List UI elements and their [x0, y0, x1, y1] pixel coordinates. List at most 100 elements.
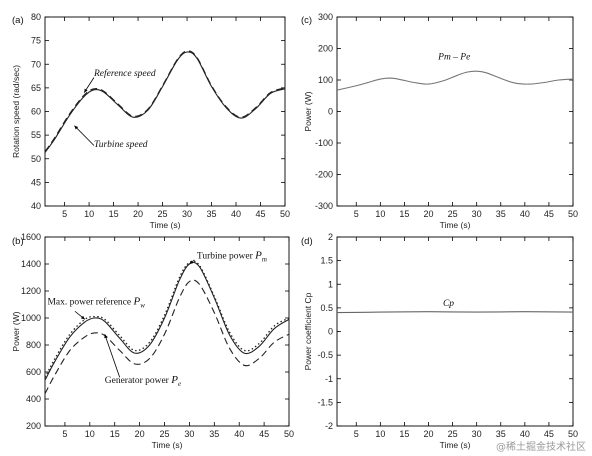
y-tick-label: 800 — [26, 340, 41, 350]
x-tick-label: 30 — [472, 429, 482, 439]
y-tick-label: -1 — [325, 374, 333, 384]
panel-a: (a) 5 10 15 20 25 30 35 40 45 50 40 45 50 55 60 65 70 75 80… — [11, 12, 290, 230]
plot-frame — [336, 16, 574, 207]
annotation-arrowhead — [104, 334, 108, 339]
annotation-0: Pm – Pe — [437, 53, 470, 63]
series-line-0 — [336, 70, 574, 91]
plot-frame — [44, 236, 290, 427]
series-line-2 — [44, 279, 290, 394]
y-tick-label: -200 — [315, 170, 333, 180]
x-tick-label: 40 — [234, 429, 244, 439]
annotation-arrow — [104, 334, 121, 378]
panel-label: (b) — [12, 236, 24, 247]
series-line-1 — [44, 51, 286, 153]
y-tick-label: -100 — [315, 138, 333, 148]
x-tick-label: 45 — [256, 209, 266, 219]
x-tick-label: 30 — [182, 209, 192, 219]
y-tick-label: 400 — [26, 394, 41, 404]
x-tick-label: 5 — [354, 209, 359, 219]
x-tick-label: 50 — [280, 209, 290, 219]
y-tick-label: 1000 — [21, 313, 41, 323]
y-tick-label: 0 — [328, 327, 333, 337]
y-tick-label: 0.5 — [320, 303, 333, 313]
y-tick-label: 1600 — [21, 232, 41, 242]
x-tick-label: 15 — [399, 429, 409, 439]
annotation-arrowhead — [80, 315, 85, 320]
x-tick-label: 15 — [109, 209, 119, 219]
x-tick-label: 20 — [424, 209, 434, 219]
x-tick-label: 25 — [158, 209, 168, 219]
x-tick-label: 25 — [160, 429, 170, 439]
x-tick-label: 10 — [375, 429, 385, 439]
panel-label: (a) — [12, 15, 24, 26]
x-tick-label: 35 — [496, 209, 506, 219]
x-axis-label: Time (s) — [150, 220, 181, 230]
y-tick-label: 1200 — [21, 286, 41, 296]
y-tick-label: 60 — [31, 107, 41, 117]
plot-frame — [44, 16, 286, 207]
annotation-1: Max. power reference Pw — [47, 296, 145, 310]
y-tick-label: 45 — [31, 177, 41, 187]
y-tick-label: 75 — [31, 36, 41, 46]
y-axis-label: Power (W) — [303, 91, 313, 131]
x-tick-label: 20 — [424, 429, 434, 439]
y-axis-label: Power coefficient Cp — [303, 292, 313, 370]
x-tick-label: 15 — [110, 429, 120, 439]
x-tick-label: 15 — [399, 209, 409, 219]
series-line-0 — [44, 261, 290, 381]
y-tick-label: 200 — [26, 421, 41, 431]
annotation-0: Turbine power Pm — [197, 250, 267, 264]
y-tick-label: 50 — [31, 154, 41, 164]
y-tick-label: -0.5 — [317, 350, 333, 360]
x-tick-label: 5 — [62, 209, 67, 219]
annotation-0: Reference speed — [93, 68, 156, 79]
annotation-0: Cp — [443, 299, 454, 309]
x-tick-label: 10 — [84, 209, 94, 219]
x-tick-label: 45 — [259, 429, 269, 439]
x-tick-label: 20 — [133, 209, 143, 219]
x-tick-label: 5 — [354, 429, 359, 439]
annotation-arrowhead — [74, 125, 79, 130]
annotation-arrowhead — [84, 88, 88, 93]
y-tick-label: -1.5 — [317, 397, 333, 407]
y-tick-label: 40 — [31, 201, 41, 211]
series-line-0 — [336, 311, 574, 314]
panel-label: (c) — [301, 15, 312, 26]
x-tick-label: 30 — [472, 209, 482, 219]
x-tick-label: 35 — [207, 209, 217, 219]
x-axis-label: Time (s) — [440, 220, 471, 230]
x-tick-label: 45 — [544, 429, 554, 439]
y-tick-label: 70 — [31, 59, 41, 69]
x-tick-label: 10 — [85, 429, 95, 439]
x-tick-label: 40 — [520, 209, 530, 219]
y-tick-label: 200 — [318, 44, 333, 54]
x-tick-label: 50 — [568, 429, 578, 439]
y-tick-label: -2 — [325, 421, 333, 431]
x-axis-label: Time (s) — [152, 440, 183, 450]
y-tick-label: 300 — [318, 12, 333, 22]
x-tick-label: 5 — [62, 429, 67, 439]
y-tick-label: 600 — [26, 367, 41, 377]
x-tick-label: 25 — [448, 209, 458, 219]
y-tick-label: 80 — [31, 12, 41, 22]
y-tick-label: 2 — [328, 232, 333, 242]
x-tick-label: 35 — [496, 429, 506, 439]
x-tick-label: 50 — [284, 429, 294, 439]
x-tick-label: 50 — [568, 209, 578, 219]
panel-label: (d) — [301, 236, 313, 247]
y-tick-label: 100 — [318, 75, 333, 85]
x-tick-label: 45 — [544, 209, 554, 219]
y-tick-label: -300 — [315, 201, 333, 211]
y-tick-label: 0 — [328, 107, 333, 117]
series-line-0 — [44, 50, 286, 153]
x-tick-label: 40 — [231, 209, 241, 219]
watermark: @稀土掘金技术社区 — [496, 440, 586, 453]
annotation-arrow — [74, 125, 95, 146]
y-axis-label: Rotation speed (rad/sec) — [11, 65, 21, 158]
x-axis-label: Time (s) — [440, 440, 471, 450]
annotation-1: Turbine speed — [94, 140, 148, 150]
y-tick-label: 65 — [31, 83, 41, 93]
x-tick-label: 40 — [520, 429, 530, 439]
y-axis-label: Power (W) — [11, 311, 21, 351]
